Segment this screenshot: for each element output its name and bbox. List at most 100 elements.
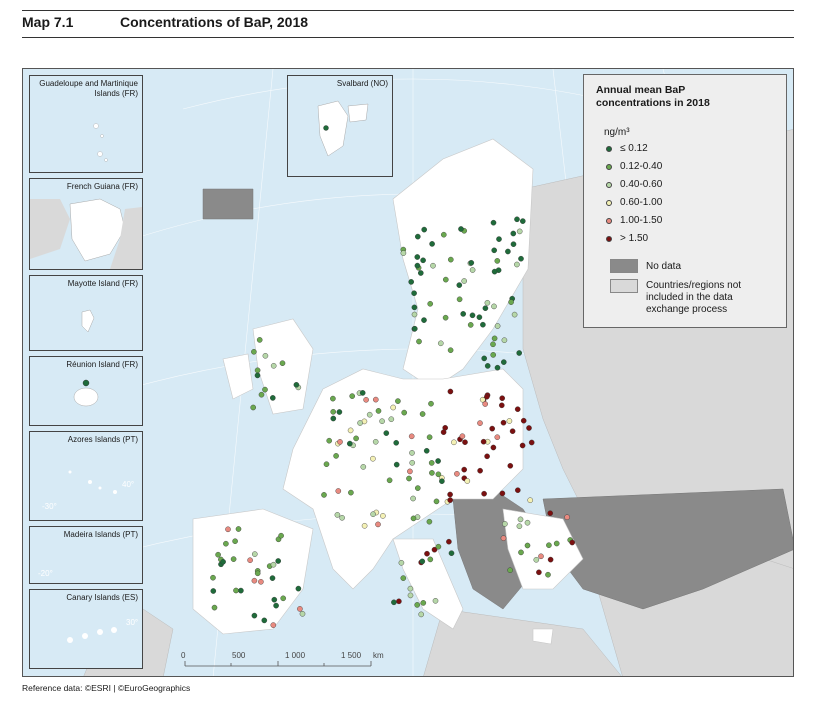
inset-madeira: Madeira Islands (PT) -20°	[29, 526, 143, 584]
scale-unit: km	[373, 651, 384, 660]
station-marker	[451, 439, 457, 446]
station-marker	[366, 411, 373, 418]
station-marker	[461, 466, 468, 473]
station-marker	[383, 430, 390, 436]
scale-tick-0: 0	[181, 651, 186, 660]
station-marker	[536, 569, 542, 576]
station-marker	[225, 526, 231, 533]
station-marker	[502, 521, 508, 527]
station-marker	[426, 518, 433, 525]
station-marker	[251, 551, 258, 557]
station-marker	[538, 553, 544, 560]
station-marker	[411, 311, 418, 318]
station-marker	[528, 439, 535, 446]
station-marker	[427, 556, 434, 563]
station-marker	[411, 304, 418, 311]
station-marker	[395, 398, 401, 404]
inset-mayotte: Mayotte Island (FR)	[29, 275, 143, 351]
legend-class-label: > 1.50	[620, 233, 649, 244]
legend-dot-5	[606, 218, 612, 224]
station-marker	[447, 347, 454, 354]
station-marker	[524, 519, 531, 526]
station-marker	[258, 391, 265, 398]
station-marker	[533, 556, 540, 563]
inset-french-guiana-map	[30, 198, 142, 269]
inset-label: French Guiana (FR)	[66, 182, 138, 191]
station-marker	[428, 460, 435, 466]
station-marker	[429, 470, 435, 476]
station-marker	[360, 464, 367, 470]
station-marker	[526, 425, 532, 431]
station-marker	[468, 259, 475, 266]
station-marker	[247, 557, 253, 564]
station-marker	[337, 439, 343, 445]
legend-not-included-swatch	[610, 279, 638, 293]
station-marker	[330, 395, 336, 402]
station-marker	[509, 428, 516, 435]
station-marker	[414, 233, 421, 240]
station-marker	[429, 241, 435, 247]
station-marker	[464, 478, 471, 484]
station-marker	[442, 314, 449, 321]
station-marker	[469, 267, 476, 273]
station-marker	[330, 408, 337, 415]
station-marker	[527, 497, 534, 504]
station-marker	[275, 558, 281, 564]
station-marker	[440, 231, 447, 238]
station-marker	[419, 411, 426, 417]
title-rule-top	[22, 10, 794, 11]
station-marker	[435, 543, 442, 550]
station-marker	[293, 381, 300, 388]
station-marker	[215, 551, 221, 558]
station-marker	[459, 433, 466, 440]
station-marker	[427, 300, 434, 307]
station-marker	[330, 415, 337, 422]
inset-label: Canary Islands (ES)	[66, 593, 138, 602]
station-marker	[437, 340, 444, 347]
inset-guadeloupe-martinique: Guadeloupe and Martinique Islands (FR)	[29, 75, 143, 173]
station-marker	[520, 417, 527, 424]
station-marker	[414, 602, 421, 608]
station-marker	[348, 489, 354, 496]
inset-label: Réunion Island (FR)	[66, 360, 138, 369]
station-marker	[500, 419, 507, 426]
eu-land	[192, 138, 584, 645]
station-marker	[491, 335, 498, 342]
legend-no-data-swatch	[610, 259, 638, 273]
station-marker	[426, 434, 433, 441]
station-marker	[440, 429, 447, 436]
station-marker	[258, 578, 264, 585]
station-marker	[270, 561, 277, 568]
station-marker	[279, 360, 286, 367]
legend-title: Annual mean BaP concentrations in 2018	[596, 84, 710, 109]
station-marker	[297, 606, 303, 612]
station-marker	[269, 575, 276, 581]
station-marker	[391, 599, 397, 606]
inset-azores-map	[68, 470, 117, 494]
station-marker	[496, 236, 502, 242]
legend-class-label: 0.40-0.60	[620, 179, 663, 190]
station-marker	[423, 447, 430, 454]
map-title-text: Concentrations of BaP, 2018	[120, 14, 309, 30]
station-marker	[517, 516, 524, 523]
station-marker	[223, 540, 229, 547]
inset-label: Guadeloupe and Martinique Islands (FR)	[39, 79, 138, 98]
legend-panel: Annual mean BaP concentrations in 2018 n…	[583, 74, 787, 328]
station-marker	[379, 418, 385, 425]
station-marker	[491, 247, 498, 254]
station-marker	[210, 574, 216, 581]
scale-tick-500: 500	[232, 651, 246, 660]
station-marker	[334, 512, 341, 518]
station-marker	[230, 556, 237, 562]
legend-class-1: ≤ 0.12	[606, 143, 648, 154]
map-frame: 0 500 1 000 1 500 km Guadeloupe and Mart…	[22, 68, 794, 677]
station-marker	[333, 453, 339, 459]
station-marker	[419, 558, 426, 565]
scale-bar	[184, 661, 372, 667]
inset-label: Azores Islands (PT)	[67, 435, 138, 444]
station-marker	[516, 523, 523, 530]
graticule-label: -30°	[42, 502, 57, 511]
station-marker	[256, 337, 263, 343]
station-marker	[375, 521, 381, 528]
station-marker	[299, 611, 306, 617]
